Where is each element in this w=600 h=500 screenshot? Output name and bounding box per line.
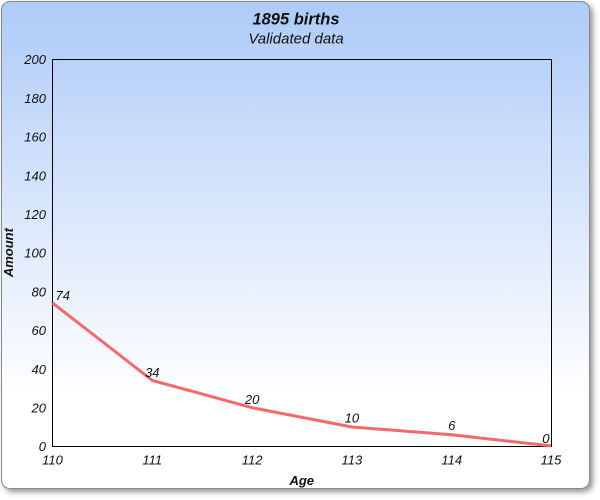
svg-text:140: 140 — [24, 168, 46, 183]
svg-text:110: 110 — [42, 453, 63, 468]
svg-text:1895 births: 1895 births — [252, 11, 339, 29]
svg-text:200: 200 — [23, 52, 46, 67]
svg-text:Amount: Amount — [1, 227, 16, 278]
svg-text:Age: Age — [288, 473, 314, 488]
svg-text:0: 0 — [542, 431, 550, 446]
svg-text:20: 20 — [31, 401, 47, 416]
svg-text:Validated data: Validated data — [248, 31, 343, 48]
svg-text:6: 6 — [448, 418, 456, 433]
svg-text:114: 114 — [441, 453, 462, 468]
svg-text:10: 10 — [345, 411, 360, 426]
svg-text:74: 74 — [56, 288, 70, 303]
svg-text:80: 80 — [32, 284, 47, 299]
svg-text:113: 113 — [342, 453, 363, 468]
svg-text:0: 0 — [39, 439, 47, 454]
svg-text:100: 100 — [24, 246, 46, 261]
svg-text:60: 60 — [32, 323, 47, 338]
svg-text:160: 160 — [24, 130, 46, 145]
svg-text:120: 120 — [24, 207, 46, 222]
svg-text:34: 34 — [145, 365, 159, 380]
svg-text:112: 112 — [242, 453, 263, 468]
svg-text:40: 40 — [32, 362, 47, 377]
svg-text:20: 20 — [244, 392, 260, 407]
svg-text:115: 115 — [541, 453, 562, 468]
svg-text:180: 180 — [24, 91, 46, 106]
svg-text:111: 111 — [142, 453, 162, 468]
